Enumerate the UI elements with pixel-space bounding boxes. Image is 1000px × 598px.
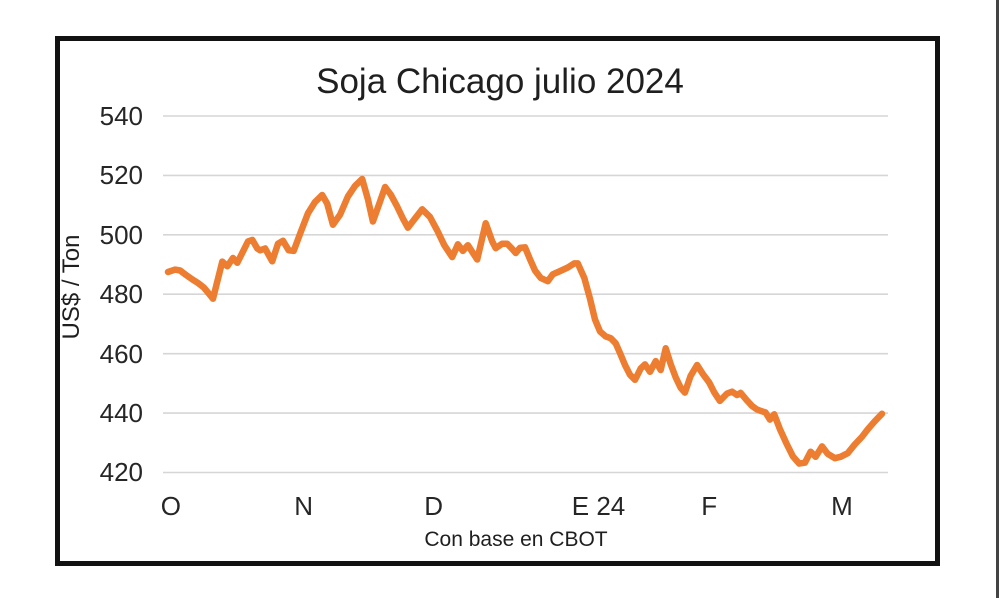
x-axis-footnote: Con base en CBOT [424,528,608,551]
y-tick-label: 480 [99,279,143,310]
chart-title: Soja Chicago julio 2024 [316,62,684,101]
x-tick-label: D [424,491,443,521]
x-tick-label: M [831,491,853,521]
x-tick-label: E 24 [571,491,626,521]
price-line-series [164,175,886,467]
y-tick-label: 540 [99,101,143,131]
chart-frame [55,36,940,566]
x-tick-label: F [701,491,718,521]
x-tick-label: O [160,491,181,521]
y-tick-label: 460 [99,338,143,369]
y-tick-label: 440 [99,398,143,429]
y-tick-label: 520 [99,160,143,191]
screenshot-right-edge [996,0,999,598]
x-tick-label: N [294,491,314,521]
y-tick-label: 420 [99,457,143,488]
y-tick-label: 500 [99,219,143,250]
plot-area [163,115,888,474]
